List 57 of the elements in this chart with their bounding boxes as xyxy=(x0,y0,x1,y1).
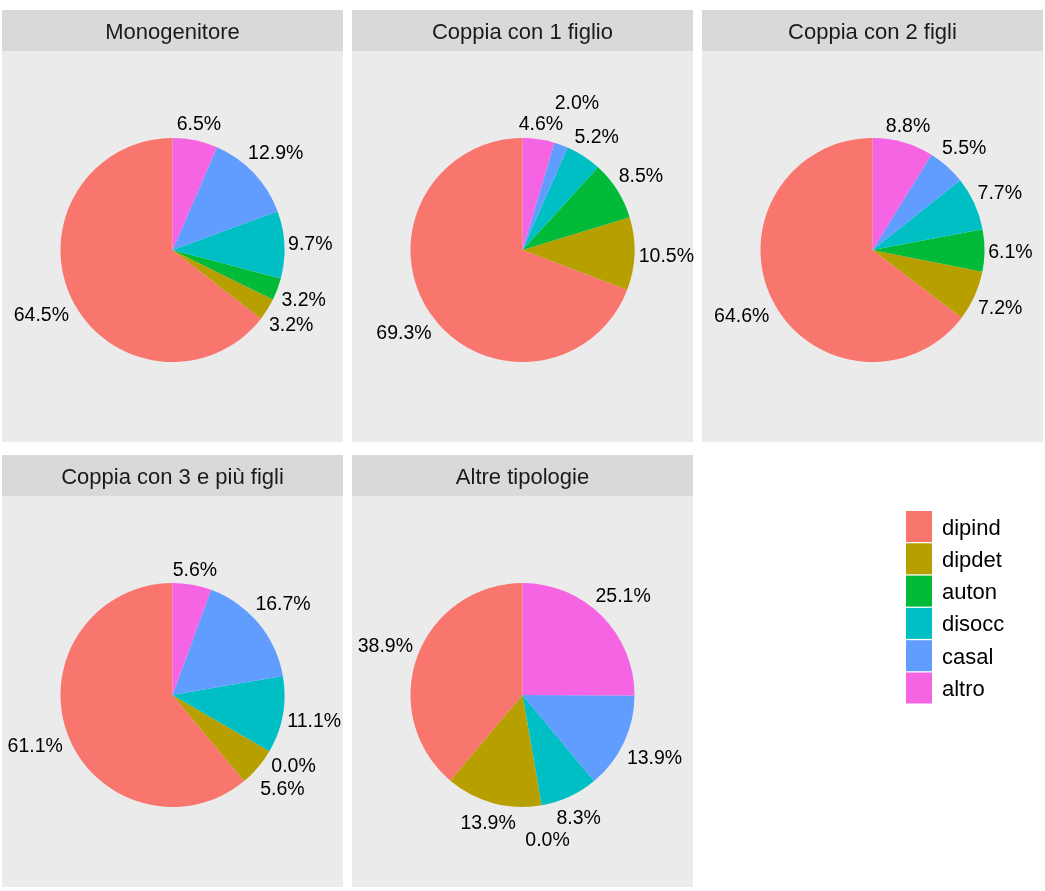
pie-slice xyxy=(172,211,285,279)
data-label: 8.5% xyxy=(618,164,664,187)
data-label: 9.7% xyxy=(288,232,333,255)
chart-title: Coppia con 1 figlio xyxy=(431,19,614,44)
data-label: 16.7% xyxy=(255,591,311,614)
data-label: 25.1% xyxy=(595,583,651,606)
data-label: 8.3% xyxy=(556,805,601,828)
data-label: 13.9% xyxy=(460,811,516,834)
text: 0.0% xyxy=(271,754,316,777)
chart-title: Coppia con 3 e più figli xyxy=(61,464,284,489)
data-label: 5.6% xyxy=(260,776,305,799)
pie-slice xyxy=(172,675,285,752)
chart-title: Monogenitore xyxy=(105,19,240,44)
legend-label: auton xyxy=(942,579,998,605)
data-label: 5.5% xyxy=(941,135,987,158)
pie-slice xyxy=(522,138,555,250)
data-label: 7.2% xyxy=(977,296,1023,319)
pie-slice xyxy=(172,583,212,695)
pie-slice xyxy=(522,695,595,806)
pie-slice xyxy=(450,695,542,807)
pie-slice xyxy=(872,154,961,250)
pie-slice xyxy=(172,250,273,319)
data-label: 69.3% xyxy=(376,320,432,343)
data-label: 13.9% xyxy=(626,746,683,769)
pie-slice xyxy=(172,138,217,250)
legend-label: disocc xyxy=(942,611,1005,637)
text: 0.0% xyxy=(525,827,570,850)
data-label: 6.1% xyxy=(988,239,1033,262)
data-label: 61.1% xyxy=(7,733,63,756)
data-label: 8.8% xyxy=(885,113,931,136)
data-label: 12.9% xyxy=(248,141,304,164)
legend-label: casal xyxy=(942,643,994,669)
data-label: 10.5% xyxy=(638,243,695,266)
pie-slice xyxy=(60,583,245,807)
legend-label: dipdet xyxy=(942,546,1002,572)
data-label: 5.2% xyxy=(574,125,619,148)
data-label: 7.7% xyxy=(977,180,1023,203)
legend-label: altro xyxy=(942,676,985,701)
data-label: 64.6% xyxy=(714,303,770,326)
data-label: 11.1% xyxy=(287,709,342,732)
data-label: 4.6% xyxy=(518,112,564,135)
legend-label: dipind xyxy=(942,514,1001,540)
pie-slice xyxy=(172,695,270,782)
data-label: 2.0% xyxy=(554,90,600,113)
data-label: 5.6% xyxy=(172,557,218,580)
data-label: 3.2% xyxy=(281,288,326,311)
pie-slice xyxy=(872,138,932,250)
pie-slice xyxy=(522,147,599,250)
chart-title: Coppia con 2 figli xyxy=(788,19,957,44)
pie-slice xyxy=(522,142,568,250)
data-label: 6.5% xyxy=(176,111,222,134)
pie-slice xyxy=(522,217,635,290)
data-label: 64.5% xyxy=(13,303,70,326)
pie-slice xyxy=(872,229,985,272)
chart-title: Altre tipologie xyxy=(455,464,590,489)
data-label: 38.9% xyxy=(357,633,413,656)
data-label: 3.2% xyxy=(268,313,314,336)
